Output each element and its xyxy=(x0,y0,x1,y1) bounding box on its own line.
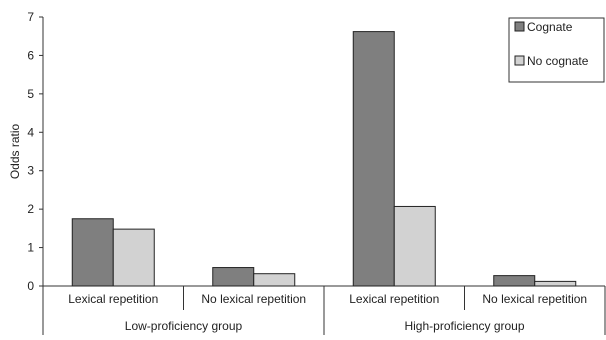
bar-cognate xyxy=(352,31,395,287)
y-tick-label: 0 xyxy=(27,279,34,293)
y-tick-label: 3 xyxy=(27,164,34,178)
bar-no-cognate xyxy=(253,273,296,287)
y-axis-title: Odds ratio xyxy=(8,123,22,179)
x-category-label: No lexical repetition xyxy=(482,292,587,306)
x-group-label: High-proficiency group xyxy=(404,319,524,333)
bar-cognate xyxy=(212,267,255,287)
legend-box xyxy=(508,17,605,83)
y-tick-label: 4 xyxy=(27,125,34,139)
x-category-label: No lexical repetition xyxy=(201,292,306,306)
bar-cognate xyxy=(71,218,114,287)
y-tick-label: 1 xyxy=(27,241,34,255)
y-tick-label: 7 xyxy=(27,10,34,24)
legend-label: No cognate xyxy=(527,54,589,68)
x-category-label: Lexical repetition xyxy=(68,292,158,306)
bar-no-cognate xyxy=(534,280,577,287)
bar-no-cognate xyxy=(112,228,155,287)
x-category-label: Lexical repetition xyxy=(349,292,439,306)
x-group-label: Low-proficiency group xyxy=(125,319,243,333)
y-tick-label: 5 xyxy=(27,87,34,101)
y-tick-label: 6 xyxy=(27,48,34,62)
legend-swatch-cognate xyxy=(514,21,525,32)
legend-label: Cognate xyxy=(527,20,573,34)
y-tick-label: 2 xyxy=(27,202,34,216)
bar-no-cognate xyxy=(393,205,436,287)
bar-cognate xyxy=(493,275,536,287)
legend-swatch-no-cognate xyxy=(514,55,525,66)
